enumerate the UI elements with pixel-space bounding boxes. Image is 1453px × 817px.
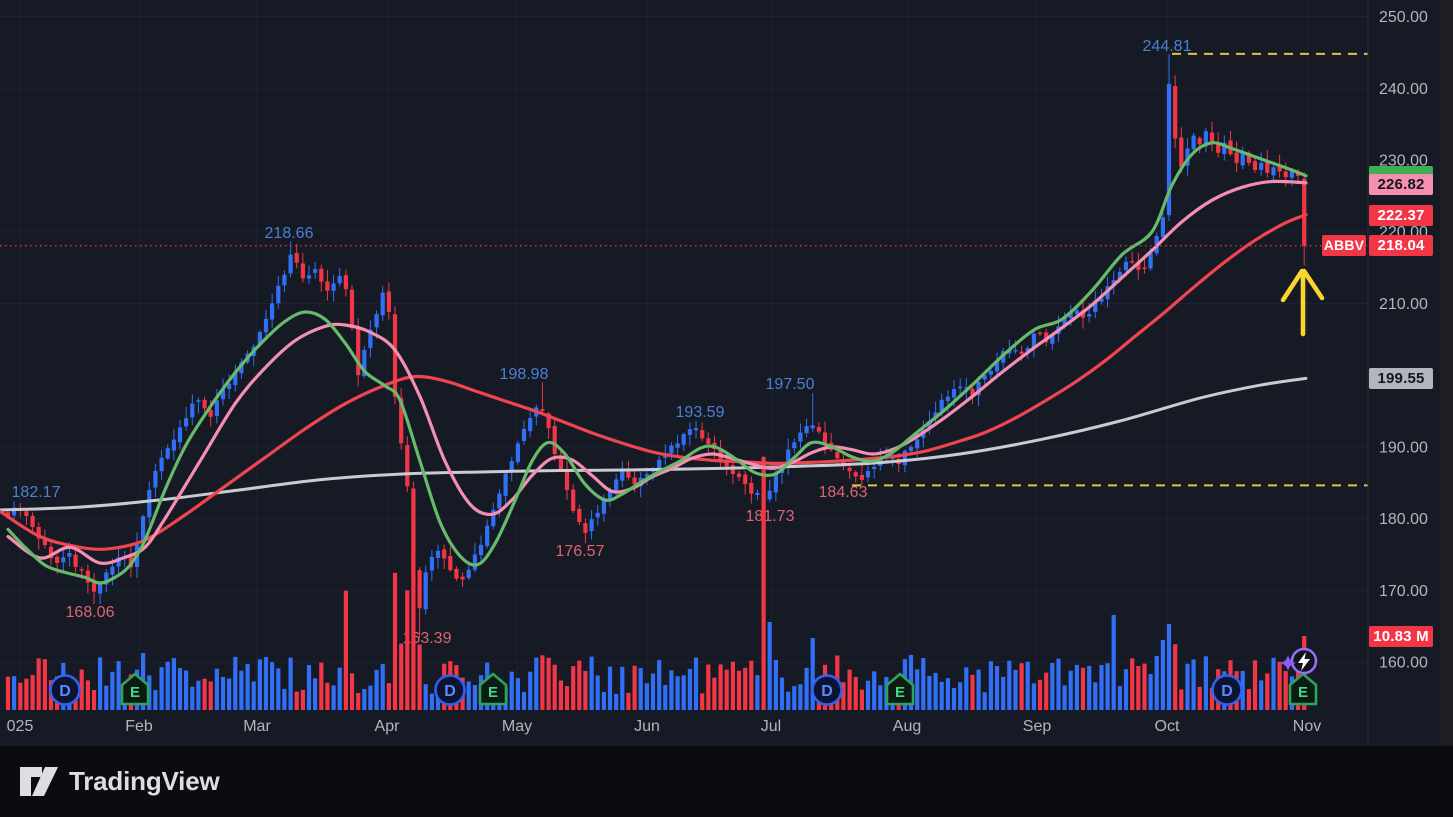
ma-red-price-label: 222.37 [1369, 204, 1433, 226]
ma-green-fast [6, 141, 1308, 585]
ma-red-slow [0, 213, 1308, 551]
dividend-badge[interactable]: D [1211, 674, 1243, 706]
earnings-badge[interactable]: E [120, 672, 150, 706]
time-axis-label: Sep [1023, 718, 1052, 735]
price-axis-tick: 190.00 [1379, 439, 1428, 456]
price-axis-tick: 210.00 [1379, 296, 1428, 313]
time-axis-label: 025 [7, 718, 34, 735]
up-arrow-drawing[interactable] [1280, 268, 1325, 337]
earnings-badge[interactable]: E [885, 672, 915, 706]
time-axis-label: Feb [125, 718, 153, 735]
price-annotation: 198.98 [500, 366, 549, 383]
price-annotation: 197.50 [766, 376, 815, 393]
watermark-bar: TradingView [0, 746, 1453, 817]
lightning-event-icon[interactable] [1280, 647, 1318, 675]
price-annotations: 182.17 168.06 218.66 198.98 176.57 193.59 197.… [12, 38, 1192, 621]
time-axis-label: Aug [893, 718, 921, 735]
svg-text:D: D [1221, 683, 1233, 700]
chart-area[interactable]: 163.39 182.17 168.06 218.66 198.98 176.57 193.… [0, 0, 1453, 746]
last-price-label: 218.04 [1369, 235, 1433, 257]
time-axis-label: Nov [1293, 718, 1321, 735]
time-axis-label: Jul [761, 718, 781, 735]
price-annotation: 184.63 [819, 484, 868, 501]
dividend-badge[interactable]: D [811, 674, 843, 706]
ticker-badge: ABBV [1322, 235, 1366, 257]
tradingview-logo-text: TradingView [69, 766, 220, 796]
price-chart-canvas[interactable]: 163.39 182.17 168.06 218.66 198.98 176.57 193.… [0, 0, 1453, 746]
svg-text:D: D [59, 683, 71, 700]
time-axis-label: Mar [243, 718, 271, 735]
price-axis-tick: 230.00 [1379, 153, 1428, 170]
price-annotation: 176.57 [556, 543, 605, 560]
ma-pink-price-label: 226.82 [1369, 173, 1433, 195]
reference-lines [0, 52, 1368, 487]
price-annotations-behind: 163.39 [403, 630, 452, 647]
svg-text:E: E [895, 684, 905, 701]
price-axis-tick: 250.00 [1379, 9, 1428, 26]
svg-text:E: E [1298, 684, 1308, 701]
price-axis-tick: 240.00 [1379, 81, 1428, 98]
ma-gray-price-label: 199.55 [1369, 367, 1433, 389]
price-annotation: 244.81 [1143, 38, 1192, 55]
time-axis-label: Oct [1155, 718, 1180, 735]
price-annotation: 163.39 [403, 630, 452, 647]
svg-text:E: E [130, 684, 140, 701]
event-badges[interactable]: D D D DE E E E [49, 672, 1318, 706]
tradingview-logo-icon [20, 766, 58, 796]
candles [5, 53, 1307, 638]
ma-gray-long [0, 376, 1308, 512]
time-axis[interactable]: 025 Feb Mar Apr May Jun Jul Aug Sep Oct Nov [7, 718, 1322, 735]
price-annotation: 182.17 [12, 484, 61, 501]
price-annotation: 218.66 [265, 225, 314, 242]
time-axis-label: Jun [634, 718, 660, 735]
time-axis-label: Apr [375, 718, 401, 735]
earnings-badge[interactable]: E [1288, 672, 1318, 706]
time-axis-label: May [502, 718, 532, 735]
price-annotation: 168.06 [66, 604, 115, 621]
price-annotation: 193.59 [676, 404, 725, 421]
svg-text:D: D [821, 683, 833, 700]
dividend-badge[interactable]: D [49, 674, 81, 706]
price-annotation: 181.73 [746, 508, 795, 525]
svg-text:E: E [488, 684, 498, 701]
volume-value-label: 10.83 M [1369, 625, 1433, 647]
price-axis-tick: 180.00 [1379, 511, 1428, 528]
svg-text:D: D [444, 683, 456, 700]
price-axis-tick: 160.00 [1379, 654, 1428, 671]
price-axis-tick: 170.00 [1379, 583, 1428, 600]
dividend-badge[interactable]: D [434, 674, 466, 706]
earnings-badge[interactable]: E [478, 672, 508, 706]
